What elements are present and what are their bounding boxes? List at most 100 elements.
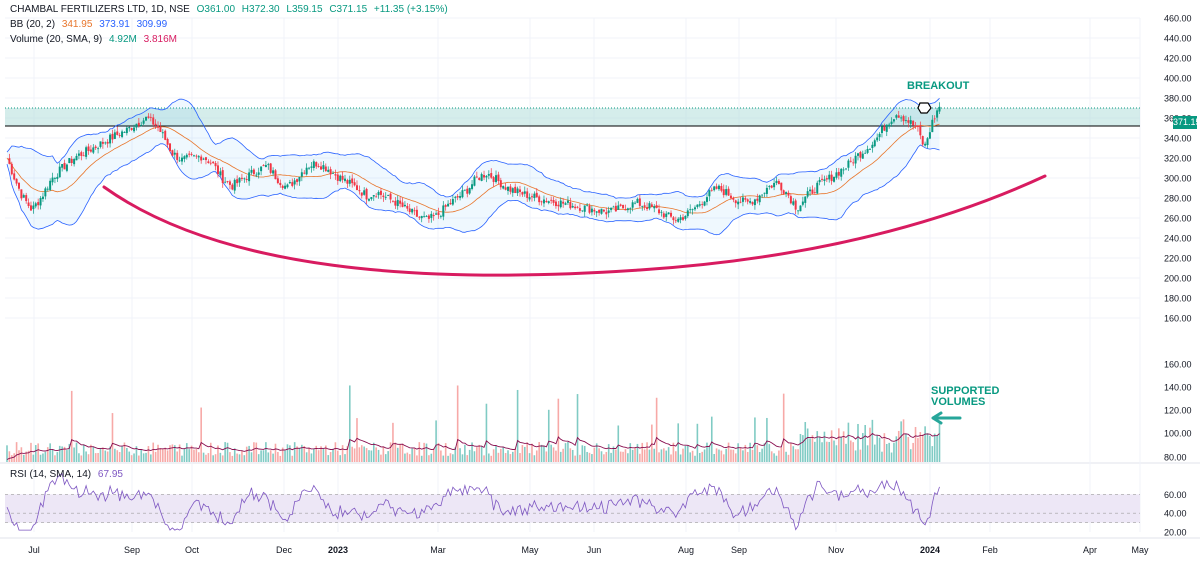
volume-bar — [70, 390, 73, 462]
candle-body — [17, 182, 20, 189]
volume-bar — [842, 431, 845, 462]
candle-body — [85, 147, 88, 157]
volume-bar — [828, 441, 831, 462]
bb-upper-value: 373.91 — [99, 19, 130, 30]
candle-body — [502, 185, 505, 189]
volume-bar — [490, 455, 493, 462]
volume-bar — [243, 455, 246, 462]
volume-bar — [22, 454, 25, 462]
candle-body — [145, 116, 148, 121]
volume-bar — [912, 442, 914, 462]
volume-bar — [61, 446, 63, 462]
volume-bar — [8, 451, 11, 462]
candle-body — [109, 134, 112, 144]
candle-body — [288, 182, 291, 184]
volume-bar — [233, 448, 236, 462]
volume-bar — [236, 453, 238, 462]
volume-bar — [190, 445, 193, 462]
volume-bar — [718, 449, 720, 462]
candle-body — [883, 126, 886, 131]
candle-body — [317, 166, 320, 167]
candle-body — [885, 124, 888, 132]
candle-body — [411, 208, 414, 213]
resistance-zone-fill — [5, 108, 1140, 126]
bb-lower-line — [6, 143, 940, 236]
rounding-bottom-path — [102, 174, 1047, 277]
candle-body — [794, 200, 797, 210]
candle-body — [866, 148, 869, 153]
breakout-marker — [917, 102, 932, 114]
candle-body — [636, 198, 639, 203]
candle-body — [717, 185, 720, 190]
volume-bar — [212, 455, 214, 462]
candle-body — [830, 174, 833, 182]
candle-body — [684, 215, 687, 219]
volume-bar — [473, 451, 476, 462]
candle-body — [547, 201, 550, 203]
volume-bar — [289, 445, 291, 462]
volume-bar — [797, 449, 799, 462]
candle-body — [708, 190, 711, 197]
volume-bar — [102, 447, 104, 462]
volume-bar — [929, 435, 931, 462]
time-tick-label: Mar — [430, 545, 446, 555]
volume-bar — [931, 446, 934, 462]
candle-body — [895, 115, 898, 118]
candle-body — [823, 179, 826, 181]
volume-bar — [667, 447, 670, 462]
candle-body — [581, 210, 584, 212]
volume-bar — [778, 450, 780, 462]
candle-body — [763, 192, 766, 194]
volume-bar — [169, 445, 171, 462]
volume-bar — [933, 433, 936, 462]
candle-body — [46, 188, 49, 190]
volume-bar — [926, 433, 929, 462]
volume-bar — [63, 446, 66, 462]
candle-body — [169, 143, 172, 152]
candle-body — [339, 175, 342, 182]
candle-body — [696, 204, 699, 208]
candle-body — [420, 216, 423, 219]
candle-body — [274, 170, 277, 180]
volume-bar — [20, 447, 23, 462]
candle-body — [518, 189, 521, 193]
volume-bar — [938, 422, 941, 462]
candle-body — [178, 160, 181, 162]
volume-bar — [785, 451, 787, 462]
candle-body — [382, 195, 385, 197]
candle-body — [813, 192, 816, 194]
volume-bar — [253, 442, 255, 462]
candle-body — [741, 197, 744, 202]
volume-bar — [754, 417, 756, 462]
candle-body — [188, 153, 191, 155]
candle-body — [526, 191, 529, 198]
volume-bar — [30, 442, 32, 462]
candle-body — [672, 217, 675, 221]
candle-body — [94, 146, 97, 149]
volume-bar — [394, 442, 397, 462]
candle-body — [101, 141, 104, 144]
volume-bar — [221, 455, 224, 462]
candle-body — [907, 120, 910, 123]
volume-bar — [209, 442, 212, 462]
time-tick-label: May — [1131, 545, 1149, 555]
candle-body — [432, 215, 435, 217]
volume-bar — [737, 443, 739, 462]
candle-body — [207, 161, 210, 164]
volume-bar — [850, 440, 852, 462]
candle-body — [375, 196, 378, 198]
candle-body — [746, 199, 749, 202]
candle-body — [545, 200, 548, 203]
volume-bar — [130, 455, 133, 462]
volume-bar — [708, 445, 711, 462]
volume-bar — [806, 428, 809, 462]
volume-bar — [401, 443, 404, 462]
candle-body — [720, 186, 723, 191]
candle-body — [682, 217, 685, 220]
candle-body — [394, 200, 397, 206]
candle-body — [303, 172, 306, 174]
candle-body — [255, 174, 258, 176]
volume-bar — [852, 442, 855, 462]
candle-body — [770, 185, 773, 188]
